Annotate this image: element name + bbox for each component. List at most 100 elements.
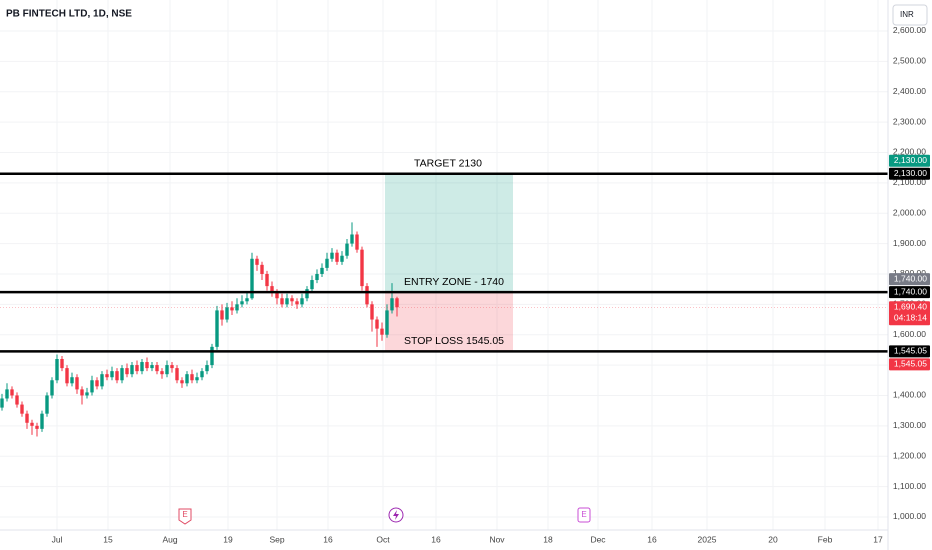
candle-body [355,234,359,250]
price-tag-label: 1,545.05 [894,359,927,369]
x-tick-label: 15 [103,534,113,544]
candle-body [35,425,39,429]
y-tick-label: 1,100.00 [893,481,926,491]
candle-body [290,298,294,302]
last-price-tag [889,301,930,326]
grid [0,0,888,530]
candle-body [190,374,194,381]
price-tag [889,286,930,299]
levels: TARGET 2130 ENTRY ZONE - 1740 STOP LOSS 15… [0,158,888,353]
x-tick-label: 2025 [698,534,717,544]
candle-body [135,365,139,372]
x-tick-label: 17 [873,534,883,544]
x-tick-label: Feb [818,534,833,544]
candle-body [40,413,44,429]
last-price-label: 1,690.40 [894,301,927,311]
candle-body [240,301,244,305]
candle-body [300,298,304,305]
candle-body [160,371,164,375]
candle-body [310,280,314,290]
x-tick-label: Aug [162,534,177,544]
candles [0,222,399,437]
event-dividend[interactable] [388,507,404,523]
x-tick-label: 16 [647,534,657,544]
price-tag-label: 2,130.00 [894,155,927,165]
chart-title: PB FINTECH LTD, 1D, NSE [6,9,132,20]
x-tick-label: 18 [543,534,553,544]
y-tick-label: 2,500.00 [893,56,926,66]
x-tick-label: Jul [52,534,63,544]
candle-body [85,392,89,396]
candle-body [175,368,179,381]
candle-body [130,365,134,375]
candle-body [75,377,79,390]
candle-body [245,298,249,302]
candle-body [250,258,254,299]
candle-body [140,362,144,372]
candle-body [5,389,9,399]
candle-body [335,252,339,262]
candle-body [45,395,49,414]
candle-body [65,368,69,384]
candle-body [10,389,14,396]
price-tag-label: 1,545.05 [894,346,927,356]
candle-body [315,273,319,281]
countdown: 04:18:14 [894,312,927,322]
candle-body [360,249,364,287]
price-tag [889,358,930,371]
candle-body [30,422,34,426]
x-tick-label: 16 [431,534,441,544]
loss-zone [385,292,513,352]
price-tag [889,154,930,167]
position-box [385,173,513,352]
level-label: STOP LOSS 1545.05 [404,335,504,347]
candle-body [55,359,59,381]
candle-body [125,368,129,375]
candle-body [365,286,369,305]
x-tick-label: Dec [590,534,606,544]
x-tick-label: 16 [323,534,333,544]
candle-body [215,310,219,347]
candle-body [225,307,229,320]
x-tick-label: 19 [223,534,233,544]
candle-body [110,371,114,378]
price-tag-label: 1,740.00 [894,273,927,283]
event-label: E [182,510,187,519]
price-tag-label: 1,740.00 [894,286,927,296]
candle-body [390,298,394,311]
y-tick-label: 2,300.00 [893,116,926,126]
event-icon [178,508,192,525]
x-tick-label: 20 [768,534,778,544]
candle-body [210,346,214,366]
candle-body [25,413,29,423]
candle-body [285,298,289,305]
candle-body [340,255,344,262]
candle-body [50,380,54,396]
profit-zone [385,173,513,293]
candle-body [105,374,109,378]
candle-body [170,365,174,369]
y-tick-label: 1,600.00 [893,329,926,339]
candle-body [0,398,4,408]
candle-body [370,304,374,320]
candle-body [145,362,149,369]
candle-body [195,377,199,381]
price-tag [889,273,930,286]
candle-body [120,368,124,381]
price-tag-label: 2,130.00 [894,168,927,178]
event-earnings[interactable]: E [577,507,591,523]
candle-body [265,273,269,287]
candle-body [375,319,379,329]
candle-body [380,328,384,335]
event-earnings[interactable]: E [178,508,192,525]
axes: 1,000.00 1,100.00 1,200.00 1,300.00 1,400.00… [52,25,930,544]
currency-box[interactable] [892,4,928,26]
level-label: ENTRY ZONE - 1740 [404,276,504,288]
x-tick-label: Sep [269,534,284,544]
price-tag [889,167,930,180]
candle-body [80,389,84,396]
candle-body [95,380,99,387]
candle-body [15,395,19,405]
candle-body [350,234,354,244]
